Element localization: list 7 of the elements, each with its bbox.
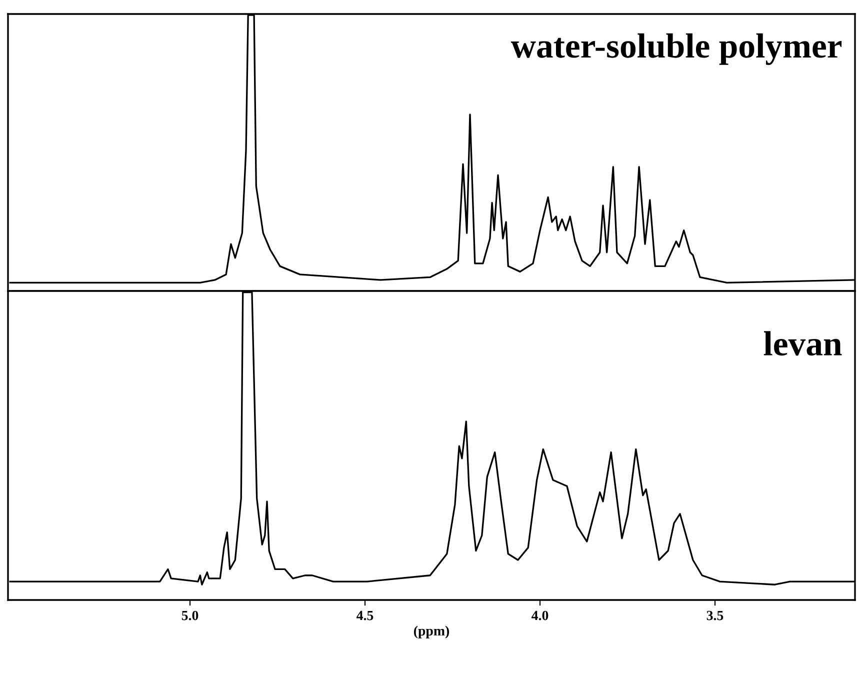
annotation: water-soluble polymer: [511, 33, 842, 65]
annotation: levan: [764, 331, 842, 356]
x-tick-label: 5.0: [182, 610, 198, 620]
x-axis-title: (ppm): [414, 626, 450, 638]
x-tick-label: 3.5: [706, 610, 724, 620]
x-tick-label: 4.5: [356, 610, 374, 620]
x-tick-label: 4.0: [532, 610, 548, 620]
